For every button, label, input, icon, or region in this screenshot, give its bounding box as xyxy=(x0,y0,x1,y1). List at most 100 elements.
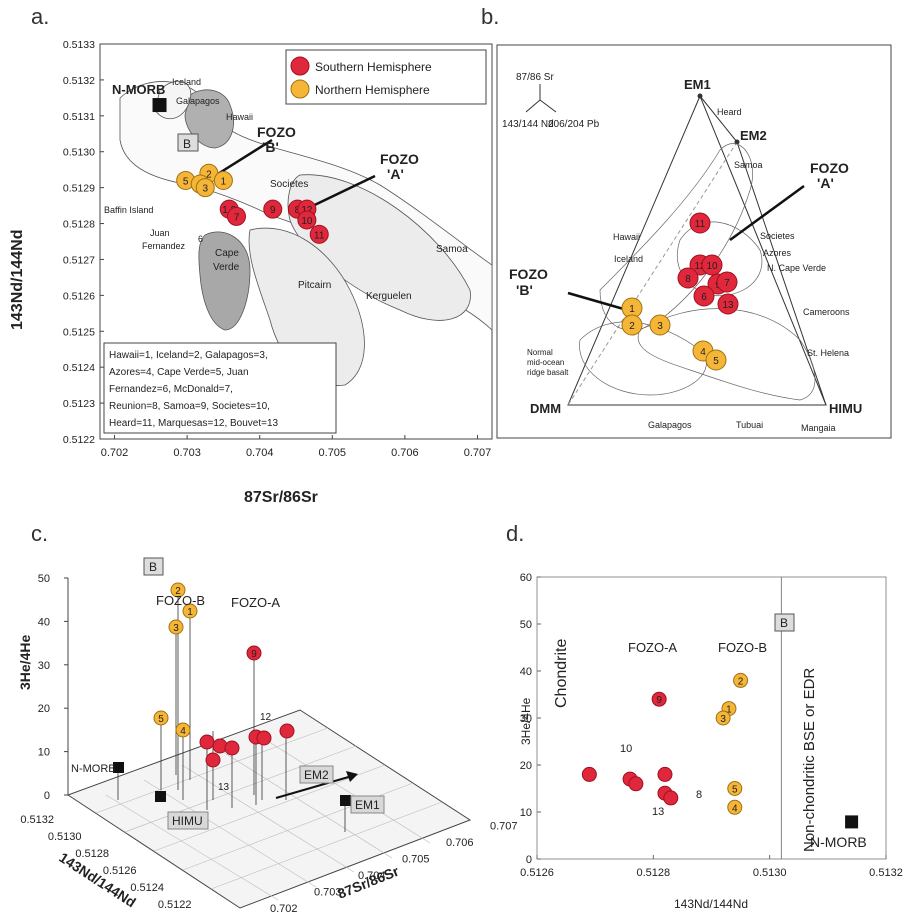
tetra-edge-em2-dmm xyxy=(567,141,738,406)
chondrite-label: Chondrite xyxy=(553,639,570,708)
panel-a-y-tick-label: 0.5127 xyxy=(63,254,95,266)
nonchondritic-label: Non-chondritic BSE or EDR xyxy=(801,668,818,852)
juan-label: Juan xyxy=(150,228,170,238)
panel-c-x-tick-label: 0.706 xyxy=(446,837,474,849)
panel-b-fozo-a-label-2: 'A' xyxy=(817,175,834,191)
panel-a-y-tick-label: 0.5132 xyxy=(63,75,95,87)
pitcairn-label: Pitcairn xyxy=(298,280,331,291)
panel-c-y-tick-label: 0.5128 xyxy=(75,848,109,860)
panel-a-ylabel: 143Nd/144Nd xyxy=(9,230,26,331)
b-box xyxy=(177,133,199,152)
panel-a-y-tick-label: 0.5131 xyxy=(63,111,95,123)
panel-b-south-point xyxy=(689,212,711,234)
panel-c-himu-box xyxy=(167,811,209,830)
panel-d-south-point xyxy=(651,691,667,707)
cameroons-b-label: Cameroons xyxy=(803,307,850,317)
panel-c-north-point-label: 5 xyxy=(158,714,164,725)
panel-b-fozo-a-label: FOZO xyxy=(810,160,849,176)
panel-c-base-plane xyxy=(66,709,472,909)
tripod-right-label: 206/204 Pb xyxy=(548,119,600,130)
panel-c-zlabel: 3He/4He xyxy=(17,635,33,690)
panel-c-north-point-label: 2 xyxy=(175,586,181,597)
hawaii-field xyxy=(184,89,234,149)
panel-d-y-tick-label: 30 xyxy=(520,713,532,725)
hawaii-label: Hawaii xyxy=(226,112,253,122)
panel-c-letter: c. xyxy=(31,521,49,546)
panel-b-south-point-label: 10 xyxy=(706,261,718,272)
panel-c-fozo-b-label: FOZO-B xyxy=(156,593,205,608)
panel-d-south-point xyxy=(628,776,644,792)
panel-d-nmorb-label: N-MORB xyxy=(810,834,867,850)
panel-c-y-tick-label: 0.5122 xyxy=(158,899,192,911)
panel-c-north-point xyxy=(168,619,184,635)
panel-c-em1-label: EM1 xyxy=(355,798,380,812)
panel-b-north-point-label: 1 xyxy=(629,304,635,315)
nmorb-b-label-3: ridge basalt xyxy=(527,368,569,377)
panel-a-key-line: Reunion=8, Samoa=9, Societes=10, xyxy=(109,401,270,412)
panel-b-north-point xyxy=(649,314,671,336)
panel-c-nmorb-marker xyxy=(113,762,124,773)
cape-label: Cape xyxy=(215,248,239,259)
panel-a-key: Hawaii=1, Iceland=2, Galapagos=3, Azores=… xyxy=(109,350,279,429)
panel-c-12-label: 12 xyxy=(260,712,272,723)
tripod-line-left xyxy=(525,99,541,113)
panel-a-south-point-label: 7 xyxy=(234,212,240,223)
panel-a-north-point-label: 1 xyxy=(221,176,227,187)
himu-b-label: HIMU xyxy=(829,401,862,416)
panel-d-b-label: B xyxy=(780,616,788,630)
panel-d-b-box xyxy=(774,613,795,632)
panel-c-13-label: 13 xyxy=(218,782,230,793)
em1-label: EM1 xyxy=(684,77,711,92)
panel-a-letter: a. xyxy=(31,4,50,29)
panel-a-north-point-label: 3 xyxy=(202,184,208,195)
panel-b-south-point-label: 13 xyxy=(722,300,734,311)
juan-label-2: Fernandez xyxy=(142,241,186,251)
legend-south-marker xyxy=(290,56,310,76)
panel-b-fozo-a-pointer xyxy=(729,184,805,242)
panel-b-south-point xyxy=(716,271,738,293)
panel-c-x-tick-label: 0.704 xyxy=(358,870,386,882)
panel-a-y-tick-label: 0.5122 xyxy=(63,434,95,446)
panel-c-north-point xyxy=(153,710,169,726)
nmorb-b-label-1: Normal xyxy=(527,348,553,357)
panel-d-x-ticks: 0.5126 0.5128 0.5130 0.5132 xyxy=(520,855,903,879)
panel-c-himu-label: HIMU xyxy=(172,814,203,828)
panel-a-key-line: Hawaii=1, Iceland=2, Galapagos=3, xyxy=(109,350,268,361)
societes-label: Societes xyxy=(270,179,308,190)
panel-c-em1-marker xyxy=(340,795,351,806)
panel-a-x-tick-label: 0.703 xyxy=(173,447,201,459)
panel-c-y-tick-label: 0.5124 xyxy=(130,882,164,894)
panel-b-north-point-label: 5 xyxy=(713,356,719,367)
panel-d-north-point-label: 3 xyxy=(720,714,726,725)
panel-a-south-point xyxy=(309,224,329,244)
panel-b-points: 12345111210896713 xyxy=(621,212,739,371)
panel-d-north-point xyxy=(733,672,749,688)
panel-d-south-point xyxy=(581,766,597,782)
panel-a-key-line: Fernandez=6, McDonald=7, xyxy=(109,384,233,395)
hawaii-b-label: Hawaii xyxy=(613,232,640,242)
panel-c-south-point-label: 9 xyxy=(251,649,257,660)
panel-d-x-tick-label: 0.5130 xyxy=(753,867,787,879)
panel-d-x-tick-label: 0.5132 xyxy=(869,867,903,879)
panel-a-south-point xyxy=(263,199,283,219)
panel-a-north-point xyxy=(195,178,215,198)
panel-a-y-tick-label: 0.5126 xyxy=(63,290,95,302)
panel-d-x-tick-label: 0.5126 xyxy=(520,867,554,879)
panel-a-x-tick-label: 0.707 xyxy=(464,447,492,459)
em1-vertex xyxy=(697,93,703,99)
panel-b-south-point-label: 6 xyxy=(701,292,707,303)
panel-a-y-tick-label: 0.5124 xyxy=(63,362,95,374)
panel-b-south-point xyxy=(717,293,739,315)
baffin-label: Baffin Island xyxy=(104,205,153,215)
panel-c-z-ticks: 50 40 30 20 10 0 xyxy=(38,573,68,802)
panel-a-south-point-label: 10 xyxy=(301,216,313,227)
heard-label: Heard xyxy=(717,107,742,117)
panel-d-y-tick-label: 20 xyxy=(520,760,532,772)
tripod-top-label: 87/86 Sr xyxy=(516,72,554,83)
panel-d-fozo-a-label: FOZO-A xyxy=(628,640,677,655)
panel-c-south-point xyxy=(279,723,295,739)
panel-b-south-point xyxy=(701,254,723,276)
